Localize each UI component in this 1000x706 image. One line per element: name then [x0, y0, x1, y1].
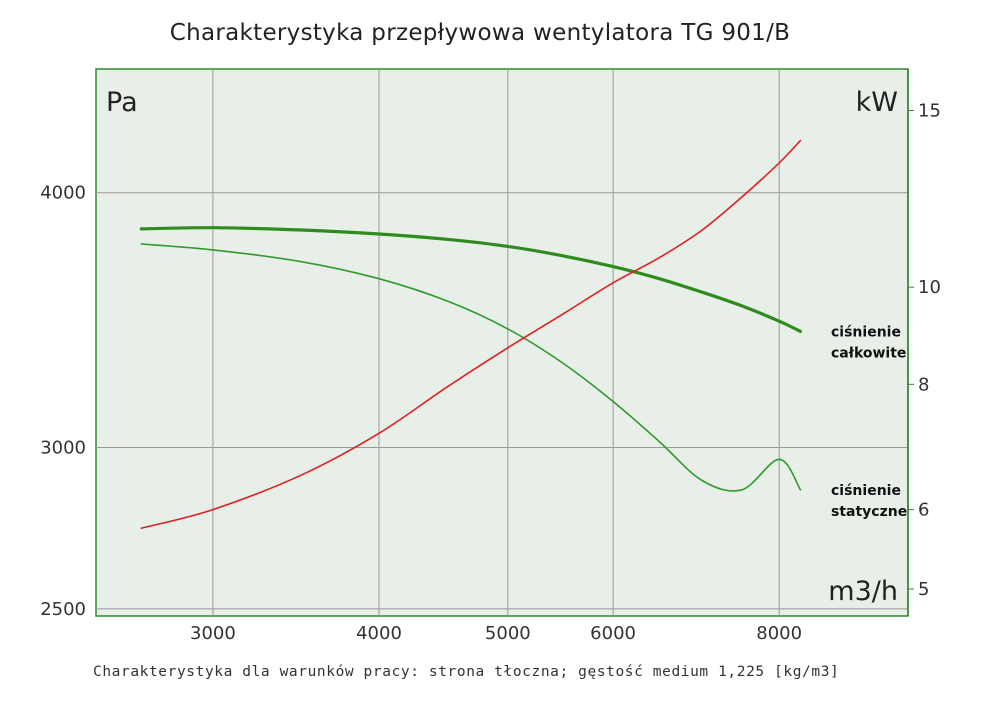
- series-label-total-pressure: całkowite: [831, 345, 906, 361]
- y-left-tick-label: 3000: [40, 437, 86, 458]
- x-tick-label: 5000: [485, 623, 531, 644]
- y-left-tick-label: 2500: [40, 599, 86, 620]
- x-tick-label: 8000: [756, 623, 802, 644]
- y-right-tick-label: 15: [918, 101, 941, 122]
- series-label-total-pressure: ciśnienie: [831, 324, 901, 340]
- series: [139, 139, 802, 529]
- series-labels: ciśnienie całkowite ciśnienie statyczne: [831, 324, 907, 519]
- series-line-power: [140, 139, 802, 529]
- y-right-tick-label: 5: [918, 579, 929, 600]
- y-right-unit: kW: [856, 87, 898, 118]
- x-tick-label: 6000: [590, 623, 636, 644]
- chart-title: Charakterystyka przepływowa wentylatora …: [170, 20, 791, 46]
- x-unit: m3/h: [828, 576, 898, 607]
- x-axis: 3000 4000 5000 6000 8000: [190, 623, 802, 644]
- footnote: Charakterystyka dla warunków pracy: stro…: [93, 664, 839, 680]
- series-label-static-pressure: ciśnienie: [831, 483, 901, 499]
- series-label-static-pressure: statyczne: [831, 504, 907, 520]
- series-line-total-pressure: [139, 226, 802, 333]
- x-tick-label: 4000: [356, 623, 402, 644]
- plot-area: [95, 68, 909, 617]
- grid: [96, 69, 908, 616]
- y-axis-right: 5 6 8 10 15: [908, 101, 941, 600]
- y-right-tick-label: 10: [918, 277, 941, 298]
- series-line-static-pressure: [140, 243, 802, 492]
- y-axis-left: 2500 3000 4000: [40, 183, 86, 620]
- y-left-tick-label: 4000: [40, 183, 86, 204]
- y-right-tick-label: 8: [918, 374, 929, 395]
- y-right-tick-label: 6: [918, 500, 929, 521]
- y-left-unit: Pa: [106, 87, 138, 118]
- x-tick-label: 3000: [190, 623, 236, 644]
